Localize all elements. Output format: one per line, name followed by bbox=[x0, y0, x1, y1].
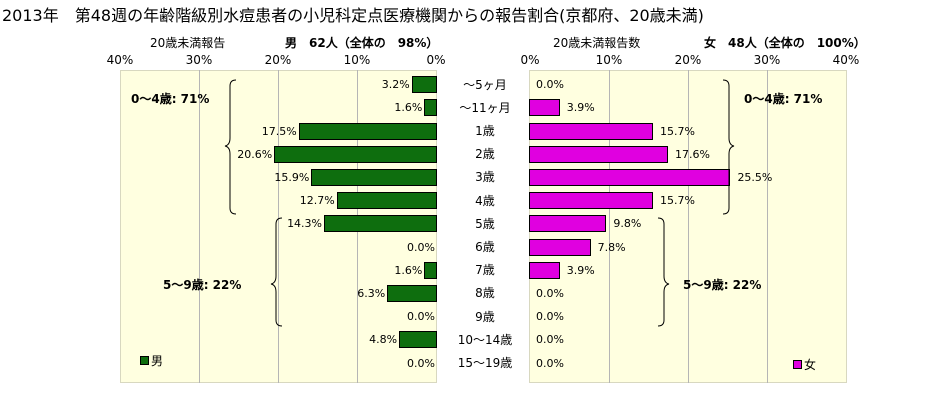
category-label: 9歳 bbox=[475, 309, 495, 324]
category-label: 15～19歳 bbox=[457, 356, 513, 370]
female-value-label: 7.8% bbox=[597, 240, 626, 254]
male-group-5-9-label: 5～9歳: 22% bbox=[163, 278, 242, 292]
female-value-label: 0.0% bbox=[536, 356, 564, 370]
female-value-label: 25.5% bbox=[737, 170, 773, 184]
female-bar bbox=[529, 261, 560, 279]
male-legend-label: 男 bbox=[151, 354, 164, 368]
female-bar bbox=[529, 122, 654, 140]
female-bar bbox=[529, 99, 560, 117]
left-panel-caption: 20歳未満報告 bbox=[150, 36, 226, 50]
left-tick-label: 30% bbox=[185, 53, 213, 67]
right-tick-label: 20% bbox=[674, 53, 702, 67]
female-value-label: 0.0% bbox=[536, 286, 564, 300]
male-bar bbox=[311, 168, 437, 186]
female-value-label: 17.6% bbox=[675, 147, 710, 161]
right-tick-label: 0% bbox=[520, 53, 540, 67]
female-bar bbox=[529, 145, 669, 163]
left-panel-summary: 男 62人（全体の 98%） bbox=[285, 36, 439, 50]
category-label: 6歳 bbox=[475, 240, 495, 254]
female-value-label: 0.0% bbox=[536, 78, 564, 92]
male-value-label: 0.0% bbox=[407, 356, 435, 370]
male-group-0-4-label: 0～4歳: 71% bbox=[131, 92, 210, 106]
male-0-4-brace bbox=[224, 79, 237, 215]
female-gridline bbox=[767, 70, 768, 383]
female-gridline bbox=[609, 70, 610, 383]
male-value-label: 20.6% bbox=[237, 147, 273, 161]
left-tick-label: 0% bbox=[426, 53, 446, 67]
female-legend: 女 bbox=[793, 356, 816, 373]
female-value-label: 3.9% bbox=[566, 101, 595, 115]
category-label: 4歳 bbox=[475, 193, 495, 208]
male-bar bbox=[274, 145, 437, 163]
category-label: 7歳 bbox=[475, 263, 495, 278]
male-gridline bbox=[199, 70, 200, 383]
female-bar bbox=[529, 238, 591, 256]
male-bar bbox=[336, 192, 437, 210]
male-value-label: 17.5% bbox=[261, 124, 297, 138]
male-5-9-brace bbox=[270, 217, 283, 327]
female-value-label: 0.0% bbox=[536, 333, 564, 347]
male-legend: 男 bbox=[140, 352, 163, 369]
female-value-label: 15.7% bbox=[660, 124, 695, 138]
right-panel-caption: 20歳未満報告数 bbox=[553, 36, 641, 50]
male-value-label: 3.2% bbox=[381, 78, 410, 92]
category-label: 3歳 bbox=[475, 170, 495, 185]
category-label: 8歳 bbox=[475, 286, 495, 301]
male-value-label: 1.6% bbox=[394, 263, 423, 277]
male-gridline bbox=[278, 70, 279, 383]
category-label: 1歳 bbox=[475, 124, 495, 138]
female-legend-swatch bbox=[793, 360, 802, 369]
male-value-label: 15.9% bbox=[274, 170, 310, 184]
male-bar bbox=[411, 76, 437, 94]
male-bar bbox=[324, 215, 437, 233]
right-panel-summary: 女 48人（全体の 100%） bbox=[704, 36, 866, 50]
female-value-label: 15.7% bbox=[660, 194, 695, 208]
female-value-label: 3.9% bbox=[566, 263, 595, 277]
right-tick-label: 40% bbox=[832, 53, 860, 67]
female-gridline bbox=[688, 70, 689, 383]
category-label: 2歳 bbox=[475, 147, 495, 162]
category-label: ～5ヶ月 bbox=[463, 77, 507, 92]
female-5-9-brace bbox=[657, 217, 670, 327]
female-group-5-9-label: 5～9歳: 22% bbox=[683, 278, 762, 292]
male-bar bbox=[424, 99, 437, 117]
female-bar bbox=[529, 168, 731, 186]
male-bar bbox=[298, 122, 437, 140]
male-bar bbox=[399, 331, 437, 349]
female-legend-label: 女 bbox=[804, 358, 817, 372]
male-value-label: 0.0% bbox=[407, 240, 435, 254]
male-value-label: 0.0% bbox=[407, 310, 435, 324]
category-label: 5歳 bbox=[475, 216, 495, 231]
male-value-label: 4.8% bbox=[369, 333, 398, 347]
male-value-label: 6.3% bbox=[357, 286, 386, 300]
male-value-label: 14.3% bbox=[287, 217, 323, 231]
chart-title: 2013年 第48週の年齢階級別水痘患者の小児科定点医療機関からの報告割合(京都… bbox=[2, 6, 704, 25]
male-value-label: 12.7% bbox=[299, 194, 335, 208]
female-bar bbox=[529, 192, 654, 210]
category-label: ～11ヶ月 bbox=[459, 100, 511, 115]
male-bar bbox=[424, 261, 437, 279]
left-tick-label: 10% bbox=[343, 53, 371, 67]
left-tick-label: 40% bbox=[106, 53, 134, 67]
female-group-0-4-label: 0～4歳: 71% bbox=[744, 92, 823, 106]
female-0-4-brace bbox=[722, 79, 735, 215]
male-bar bbox=[387, 284, 437, 302]
male-legend-swatch bbox=[140, 356, 149, 365]
female-value-label: 0.0% bbox=[536, 310, 564, 324]
right-tick-label: 30% bbox=[753, 53, 781, 67]
female-bar bbox=[529, 215, 607, 233]
female-value-label: 9.8% bbox=[613, 217, 642, 231]
right-tick-label: 10% bbox=[595, 53, 623, 67]
left-tick-label: 20% bbox=[264, 53, 292, 67]
category-label: 10～14歳 bbox=[457, 332, 513, 347]
male-value-label: 1.6% bbox=[394, 101, 423, 115]
